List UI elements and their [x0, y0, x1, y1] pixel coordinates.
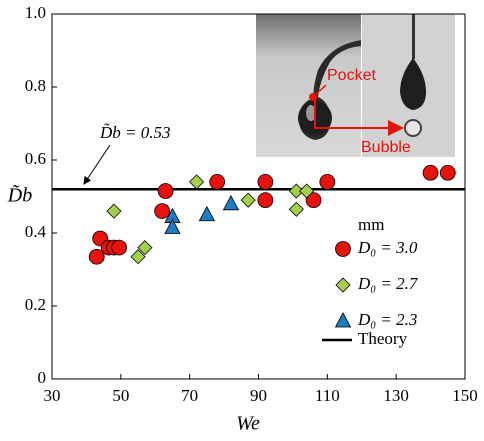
scatter-point — [305, 192, 322, 209]
scatter-point — [299, 183, 315, 199]
x-tick-label: 110 — [315, 386, 340, 405]
scatter-point — [88, 248, 105, 265]
y-tick-label: 1.0 — [25, 3, 46, 22]
scatter-point — [137, 240, 153, 256]
scatter-point — [439, 164, 456, 181]
x-tick-label: 70 — [181, 386, 198, 405]
scatter-point — [422, 164, 439, 181]
annotation-arrow — [83, 144, 111, 185]
y-tick-label: 0 — [38, 368, 47, 387]
scatter-point — [198, 205, 216, 222]
scatter-point — [209, 173, 226, 190]
inset-label: Bubble — [361, 139, 411, 156]
scatter-point — [257, 192, 274, 209]
scatter-point — [154, 203, 171, 220]
scatter-point — [130, 249, 146, 265]
scatter-point — [157, 183, 174, 199]
x-tick-label: 150 — [452, 386, 478, 405]
scatter-point — [222, 194, 240, 211]
y-tick-label: 0.8 — [25, 76, 46, 95]
x-tick-label: 50 — [112, 386, 129, 405]
x-tick-label: 30 — [44, 386, 61, 405]
y-tick-label: 0.2 — [25, 295, 46, 314]
legend-label: D₀ = 2.7 — [357, 274, 419, 293]
x-tick-label: 90 — [250, 386, 267, 405]
y-tick-label: 0.4 — [25, 222, 47, 241]
scatter-point — [288, 183, 304, 199]
legend-marker — [334, 312, 352, 328]
scatter-point — [111, 239, 128, 256]
scatter-point — [288, 201, 304, 217]
x-tick-label: 130 — [383, 386, 409, 405]
legend-title: mm — [358, 215, 384, 234]
inset-photo: Pocket Bubble — [256, 14, 455, 157]
legend-label: Theory — [358, 329, 408, 348]
scatter-point — [164, 218, 181, 234]
legend-label: D₀ = 3.0 — [357, 238, 418, 257]
legend-marker — [335, 277, 351, 293]
y-tick-label: 0.6 — [25, 149, 46, 168]
inset-label: Pocket — [327, 67, 376, 84]
scatter-point — [257, 173, 274, 190]
scatter-point — [240, 192, 256, 208]
scatter-point — [319, 173, 336, 190]
legend-marker — [335, 241, 351, 257]
scatter-point — [106, 203, 122, 219]
x-axis-label: We — [236, 413, 260, 435]
legend-label: D₀ = 2.3 — [357, 310, 417, 329]
scatter-point — [188, 174, 205, 190]
y-axis-label: D̃b — [7, 183, 32, 206]
annotation: D̃b = 0.53 — [99, 123, 171, 142]
